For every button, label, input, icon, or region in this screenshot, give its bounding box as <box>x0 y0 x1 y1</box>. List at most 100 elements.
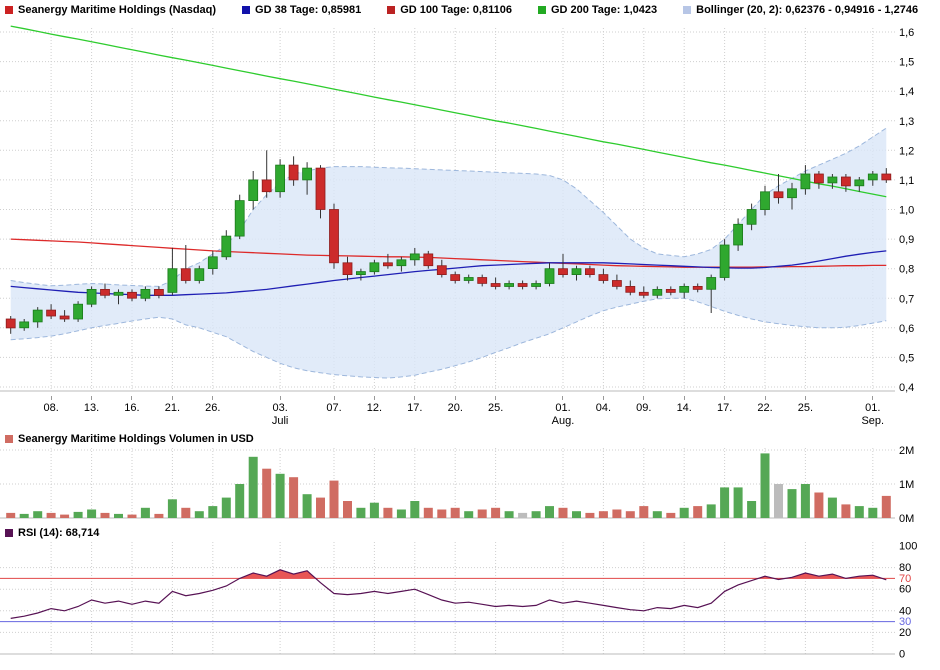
axis-tickmark <box>454 396 456 400</box>
candlestick <box>396 259 407 267</box>
volume-bar <box>221 497 231 518</box>
legend-item: Bollinger (20, 2): 0,62376 - 0,94916 - 1… <box>683 4 918 16</box>
axis-tickmark <box>872 396 874 400</box>
candlestick <box>180 268 191 281</box>
axis-tickmark <box>724 396 726 400</box>
price-axis-label: 0,8 <box>899 264 914 276</box>
volume-bar <box>881 495 891 518</box>
axis-tickmark <box>373 396 375 400</box>
candlestick <box>867 173 878 181</box>
x-axis: 08. 13. 16. 21. 26. 03. Juli 07. 12. 17. 20. 25. 01.… <box>0 396 940 432</box>
price-axis-label: 0,4 <box>899 382 914 394</box>
gd200-line <box>10 25 887 198</box>
rsi-axis-label: 80 <box>899 562 911 574</box>
bollinger-lower-line <box>10 297 887 379</box>
candlestick <box>423 253 434 267</box>
volume-bar <box>733 487 743 518</box>
candlestick <box>881 173 892 181</box>
rsi-legend: RSI (14): 68,714 <box>5 526 99 540</box>
axis-tickmark <box>91 396 93 400</box>
volume-bar <box>356 507 366 518</box>
candlestick <box>692 285 703 290</box>
volume-bar <box>235 484 245 518</box>
candlestick <box>436 265 447 275</box>
candlestick <box>746 209 757 225</box>
volume-bar <box>383 507 393 518</box>
main-legend: Seanergy Maritime Holdings (Nasdaq) GD 38… <box>0 0 918 20</box>
rsi-axis-label: 60 <box>899 584 911 596</box>
candlestick <box>814 173 824 184</box>
rsi-axis-label: 0 <box>899 649 905 661</box>
price-axis-label: 1,2 <box>899 145 914 157</box>
legend-label: Seanergy Maritime Holdings (Nasdaq) <box>18 4 217 16</box>
volume-bar <box>706 504 716 518</box>
volume-bar <box>423 507 433 518</box>
price-axis-label: 1,6 <box>899 27 914 39</box>
candlestick <box>450 274 461 281</box>
volume-bar <box>6 512 16 518</box>
candlestick <box>827 176 838 184</box>
volume-bar <box>329 480 339 518</box>
volume-chart: 2M 1M 0M <box>0 446 914 525</box>
volume-bar <box>545 506 554 518</box>
candlestick <box>652 288 663 296</box>
volume-bar <box>693 506 703 518</box>
volume-bar <box>73 511 83 518</box>
volume-bar <box>289 477 299 518</box>
candlestick <box>706 277 717 290</box>
candlestick <box>194 268 205 281</box>
axis-tickmark <box>804 396 806 400</box>
candlestick <box>638 291 649 296</box>
volume-bar <box>181 507 191 518</box>
volume-bar <box>140 507 150 518</box>
price-chart: 1,6 1,5 1,4 1,3 1,2 1,1 1,0 0,9 0,8 0,7 0,6 0,5 0,4 <box>0 25 914 394</box>
candlestick <box>612 280 622 287</box>
x-month-label: Sep. <box>861 415 885 427</box>
price-axis-label: 0,7 <box>899 293 914 305</box>
candlestick <box>477 277 488 284</box>
x-tick-label: 17. <box>716 402 733 414</box>
x-tick-label: 03. <box>272 402 288 414</box>
axis-tickmark <box>495 396 497 400</box>
price-axis-label: 0,9 <box>899 234 914 246</box>
candlestick <box>463 277 474 281</box>
candlestick <box>517 283 528 287</box>
volume-axis-label: 2M <box>899 446 914 457</box>
legend-label: GD 38 Tage: 0,85981 <box>255 4 362 16</box>
axis-tickmark <box>643 396 645 400</box>
candlestick <box>207 256 218 270</box>
candlestick <box>369 262 380 273</box>
x-tick-label: 21. <box>164 402 180 414</box>
volume-bar <box>208 506 218 518</box>
x-tick-label: 25. <box>797 402 814 414</box>
candlestick <box>773 191 784 199</box>
candlestick <box>409 253 420 261</box>
rsi-line <box>10 569 887 619</box>
candlestick <box>140 288 151 299</box>
x-tick-label: 14. <box>676 402 692 414</box>
axis-tickmark <box>764 396 766 400</box>
candlestick <box>800 173 811 190</box>
volume-bar <box>800 484 810 518</box>
volume-bar <box>760 453 770 518</box>
volume-bar <box>60 514 70 518</box>
candlestick <box>275 164 286 193</box>
x-month-label: Juli <box>271 415 289 427</box>
volume-bar <box>46 512 56 518</box>
candlestick <box>558 268 568 275</box>
rsi-axis-label: 40 <box>899 605 911 617</box>
volume-bar <box>720 487 730 518</box>
axis-tickmark <box>414 396 416 400</box>
volume-bar <box>612 509 622 518</box>
legend-item: GD 200 Tage: 1,0423 <box>537 4 657 16</box>
candlestick <box>19 321 30 329</box>
candlestick <box>733 223 743 246</box>
x-tick-label: 08. <box>43 402 59 414</box>
bollinger-band-area <box>10 128 887 379</box>
volume-bar <box>396 509 406 518</box>
bollinger-upper-line <box>10 127 887 287</box>
axis-tickmark <box>131 396 133 400</box>
x-tick-label: 01. <box>555 402 571 414</box>
candlestick <box>248 179 259 201</box>
